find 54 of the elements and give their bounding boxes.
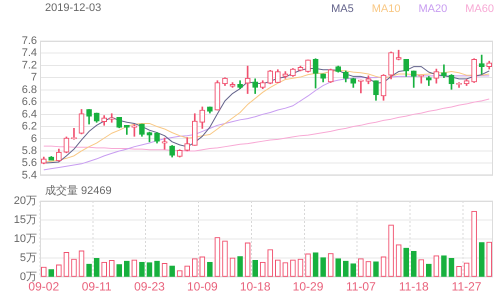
bar <box>350 263 356 277</box>
y-tick-label: 6.4 <box>22 108 37 120</box>
y-tick-label: 6.8 <box>22 84 37 96</box>
text: MA10 <box>372 3 400 15</box>
text: MA5 <box>331 3 354 15</box>
bar <box>426 264 432 277</box>
chart-title: 2019-12-03 <box>45 2 102 14</box>
y-tick-label: 5.4 <box>22 169 37 182</box>
y-tick-label: 7 <box>30 72 37 84</box>
bar <box>320 257 326 277</box>
bar <box>237 256 243 277</box>
x-tick-label: 11-18 <box>398 280 429 294</box>
x-tick-label: 10-18 <box>240 280 271 294</box>
y-tick-label: 6.6 <box>22 96 37 108</box>
y-tick-label: 20万 <box>14 195 37 208</box>
y-tick-label: 5万 <box>20 252 37 264</box>
y-tick-label: 7.4 <box>22 47 37 60</box>
bar <box>342 260 349 277</box>
chart-title: 成交量 92469 <box>45 184 112 198</box>
bar <box>410 250 417 277</box>
bar <box>124 260 130 277</box>
x-tick-label: 11-07 <box>346 280 376 294</box>
text: MA60 <box>465 3 494 15</box>
bar <box>478 242 485 277</box>
bar <box>312 252 318 277</box>
x-tick-label: 09-23 <box>134 280 166 294</box>
bar <box>139 262 145 277</box>
y-tick-label: 0万 <box>20 271 37 284</box>
text: MA20 <box>418 3 448 15</box>
y-tick-label: 6 <box>30 132 37 145</box>
bar <box>373 261 379 277</box>
bar <box>154 260 160 277</box>
x-tick-label: 11-27 <box>452 280 482 294</box>
bar <box>441 255 447 277</box>
y-tick-label: 6.2 <box>22 120 37 133</box>
y-tick-label: 10万 <box>14 233 37 246</box>
y-tick-label: 7.6 <box>22 35 37 48</box>
bar <box>252 260 258 277</box>
bar <box>448 258 454 277</box>
x-tick-label: 10-29 <box>292 280 324 294</box>
y-tick-label: 5.8 <box>22 144 37 157</box>
y-tick-label: 7.2 <box>22 59 37 72</box>
x-tick-label: 09-11 <box>82 280 112 294</box>
bar <box>94 258 100 277</box>
bar <box>86 264 92 277</box>
x-tick-label: 10-09 <box>186 280 218 294</box>
y-tick-label: 5.6 <box>22 157 37 170</box>
bar <box>207 262 213 277</box>
bar <box>116 264 122 277</box>
bar <box>169 266 175 277</box>
bar <box>146 262 152 277</box>
bar <box>403 248 410 277</box>
bar <box>335 258 342 277</box>
y-tick-label: 15万 <box>14 214 37 226</box>
